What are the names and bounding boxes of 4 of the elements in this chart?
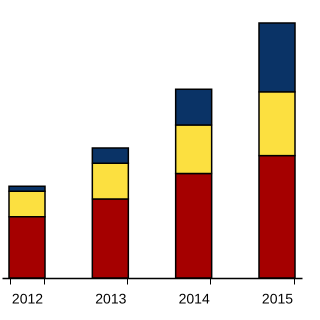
x-tick-label: 2013 [95,290,127,306]
x-tick-label: 2014 [178,290,210,306]
x-tick-label: 2015 [262,290,294,306]
x-tick-label: 2012 [12,290,44,306]
